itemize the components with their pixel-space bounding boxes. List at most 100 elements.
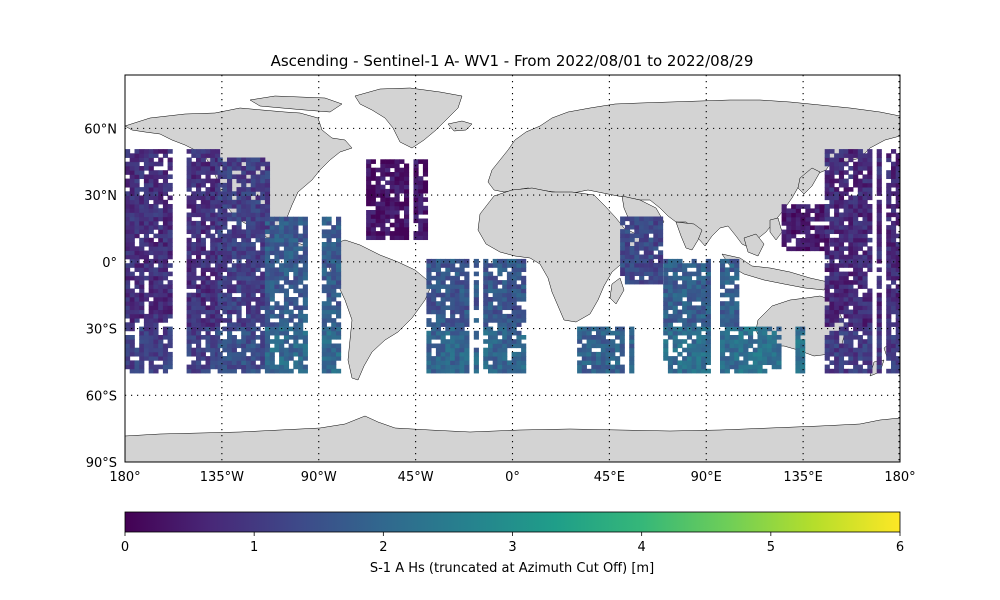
hs-cell bbox=[222, 237, 228, 243]
hs-cell bbox=[399, 205, 405, 211]
hs-cell bbox=[210, 271, 216, 277]
hs-cell bbox=[748, 339, 754, 344]
hs-cell bbox=[516, 318, 522, 323]
hs-cell bbox=[876, 343, 882, 349]
hs-cell bbox=[205, 254, 211, 260]
hs-cell bbox=[331, 330, 337, 336]
hs-cell bbox=[639, 224, 645, 230]
hs-cell bbox=[148, 174, 154, 180]
hs-cell bbox=[380, 201, 386, 207]
hs-cell bbox=[217, 271, 223, 277]
hs-cell bbox=[445, 292, 451, 298]
hs-cell bbox=[895, 271, 900, 277]
hs-cell bbox=[260, 343, 266, 349]
hs-cell bbox=[162, 153, 169, 158]
hs-cell bbox=[483, 271, 489, 277]
hs-cell bbox=[648, 241, 654, 247]
hs-cell bbox=[843, 284, 849, 289]
hs-cell bbox=[426, 258, 432, 264]
hs-cell bbox=[757, 326, 763, 332]
hs-cell bbox=[876, 149, 882, 154]
hs-cell bbox=[222, 339, 228, 344]
hs-cell bbox=[492, 309, 498, 315]
hs-cell bbox=[298, 280, 304, 285]
hs-cell bbox=[895, 343, 900, 349]
hs-cell bbox=[696, 356, 702, 361]
hs-cell bbox=[227, 242, 233, 247]
hs-cell bbox=[643, 246, 649, 251]
hs-cell bbox=[450, 356, 456, 361]
hs-cell bbox=[153, 284, 159, 289]
hs-cell bbox=[521, 263, 527, 268]
hs-cell bbox=[191, 242, 197, 247]
hs-cell bbox=[862, 351, 868, 357]
hs-cell bbox=[293, 288, 299, 294]
hs-cell bbox=[867, 254, 873, 260]
hs-cell bbox=[857, 157, 863, 163]
hs-cell bbox=[321, 254, 327, 260]
hs-cell bbox=[853, 237, 859, 243]
hs-cell bbox=[241, 318, 247, 323]
hs-cell bbox=[186, 178, 192, 184]
hs-cell bbox=[834, 216, 840, 222]
hs-cell bbox=[891, 305, 897, 311]
hs-cell bbox=[227, 178, 233, 184]
hs-cell bbox=[426, 267, 432, 273]
hs-cell bbox=[302, 288, 308, 294]
hs-cell bbox=[196, 237, 202, 243]
hs-cell bbox=[370, 210, 376, 215]
hs-cell bbox=[653, 267, 659, 272]
lon-tick-label: 180° bbox=[884, 470, 915, 485]
hs-cell bbox=[246, 309, 252, 315]
hs-cell bbox=[705, 343, 711, 349]
hs-cell bbox=[246, 225, 252, 230]
hs-cell bbox=[511, 267, 517, 273]
hs-cell bbox=[215, 339, 221, 344]
hs-cell bbox=[591, 343, 597, 349]
hs-cell bbox=[279, 267, 285, 273]
hs-cell bbox=[738, 339, 744, 344]
hs-cell bbox=[231, 335, 237, 340]
hs-cell bbox=[886, 292, 892, 298]
hs-cell bbox=[867, 330, 873, 336]
hs-cell bbox=[196, 275, 202, 281]
hs-cell bbox=[129, 242, 135, 247]
hs-cell bbox=[148, 153, 154, 158]
hs-cell bbox=[648, 250, 654, 255]
hs-cell bbox=[222, 343, 228, 349]
hs-cell bbox=[435, 347, 442, 353]
hs-cell bbox=[210, 191, 216, 196]
hs-cell bbox=[738, 343, 744, 349]
hs-cell bbox=[610, 339, 616, 344]
hs-cell bbox=[834, 305, 840, 311]
hs-cell bbox=[241, 326, 247, 332]
hs-cell bbox=[511, 288, 517, 294]
hs-cell bbox=[186, 242, 192, 247]
hs-cell bbox=[891, 360, 897, 366]
hs-cell bbox=[658, 275, 664, 281]
hs-cell bbox=[672, 330, 678, 336]
hs-cell bbox=[853, 318, 859, 323]
hs-cell bbox=[838, 326, 845, 332]
hs-cell bbox=[705, 351, 711, 357]
hs-cell bbox=[521, 280, 527, 285]
hs-cell bbox=[413, 167, 419, 173]
hs-cell bbox=[264, 326, 271, 332]
hs-cell bbox=[129, 199, 135, 205]
hs-cell bbox=[786, 221, 792, 226]
hs-cell bbox=[139, 195, 145, 201]
hs-cell bbox=[125, 161, 131, 167]
hs-cell bbox=[167, 254, 173, 260]
hs-cell bbox=[191, 161, 197, 167]
hs-cell bbox=[600, 343, 606, 349]
hs-cell bbox=[264, 161, 271, 167]
hs-cell bbox=[227, 174, 233, 180]
hs-cell bbox=[215, 356, 221, 361]
hs-cell bbox=[862, 233, 868, 239]
hs-cell bbox=[215, 267, 221, 273]
hs-cell bbox=[667, 301, 674, 306]
hs-cell bbox=[331, 275, 337, 281]
hs-cell bbox=[895, 212, 900, 218]
hs-cell bbox=[210, 347, 216, 353]
hs-cell bbox=[302, 330, 308, 336]
